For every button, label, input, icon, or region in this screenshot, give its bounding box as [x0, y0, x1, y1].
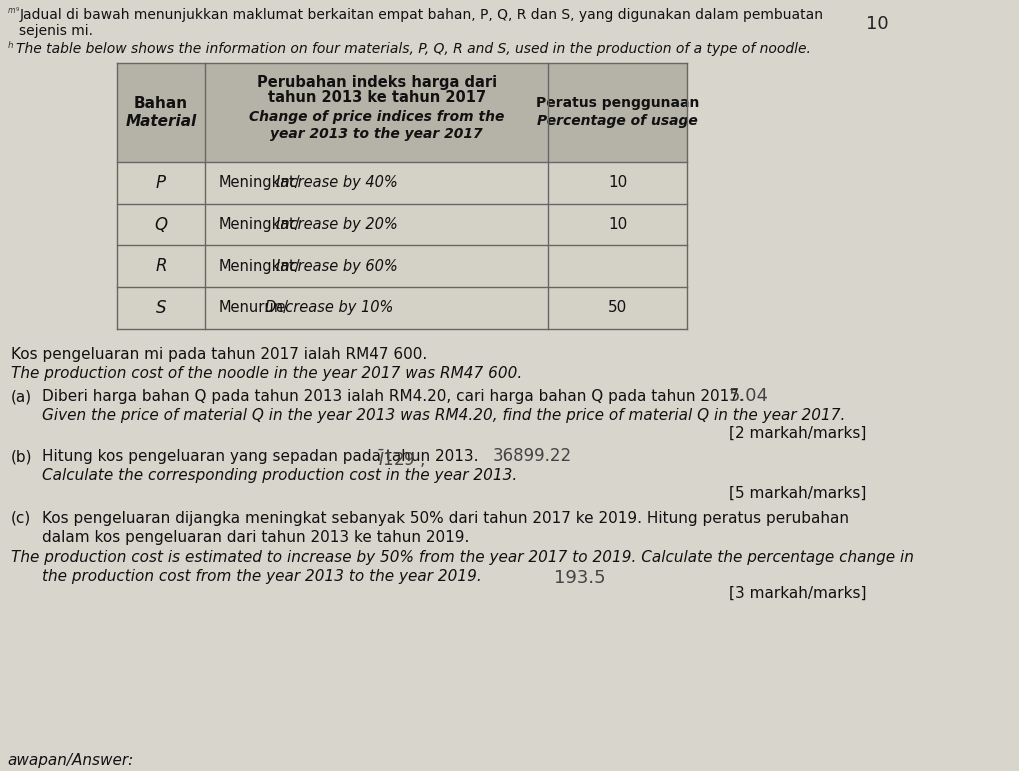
Text: Decrease by 10%: Decrease by 10%	[265, 301, 393, 315]
Bar	[117, 62, 687, 329]
Text: Percentage of usage: Percentage of usage	[537, 114, 698, 128]
Text: dalam kos pengeluaran dari tahun 2013 ke tahun 2019.: dalam kos pengeluaran dari tahun 2013 ke…	[42, 530, 470, 544]
Text: the production cost from the year 2013 to the year 2019.: the production cost from the year 2013 t…	[42, 569, 482, 584]
Text: 10: 10	[866, 15, 889, 33]
Text: Meningkat/: Meningkat/	[218, 175, 300, 190]
Text: 36899.22: 36899.22	[493, 447, 572, 465]
Text: Meningkat/: Meningkat/	[218, 259, 300, 274]
Text: 10: 10	[608, 217, 628, 232]
Text: Kos pengeluaran mi pada tahun 2017 ialah RM47 600.: Kos pengeluaran mi pada tahun 2017 ialah…	[10, 347, 427, 362]
Bar	[117, 245, 687, 287]
Text: Menurun/: Menurun/	[218, 301, 288, 315]
Text: sejenis mi.: sejenis mi.	[19, 24, 94, 38]
Text: Increase by 60%: Increase by 60%	[276, 259, 397, 274]
Text: [2 markah/marks]: [2 markah/marks]	[730, 426, 866, 441]
Text: (b): (b)	[10, 449, 32, 464]
Text: Jadual di bawah menunjukkan maklumat berkaitan empat bahan, P, Q, R dan S, yang : Jadual di bawah menunjukkan maklumat ber…	[19, 8, 823, 22]
Text: Change of price indices from the: Change of price indices from the	[249, 110, 504, 124]
Text: (a): (a)	[10, 389, 32, 405]
Text: [5 markah/marks]: [5 markah/marks]	[730, 486, 866, 501]
Text: Bahan: Bahan	[133, 96, 189, 111]
Text: 5.04: 5.04	[729, 388, 768, 406]
Text: $^h$: $^h$	[7, 42, 14, 55]
Text: 193.5: 193.5	[554, 569, 606, 588]
Text: year 2013 to the year 2017: year 2013 to the year 2017	[270, 127, 483, 141]
Text: Given the price of material Q in the year 2013 was RM4.20, find the price of mat: Given the price of material Q in the yea…	[42, 409, 846, 423]
Text: Q: Q	[155, 216, 167, 234]
Text: Material: Material	[125, 113, 197, 129]
Text: 50: 50	[608, 301, 628, 315]
Text: tahun 2013 ke tahun 2017: tahun 2013 ke tahun 2017	[268, 90, 486, 106]
Text: S: S	[156, 299, 166, 317]
Text: (c): (c)	[10, 510, 31, 526]
Text: Perubahan indeks harga dari: Perubahan indeks harga dari	[257, 75, 496, 89]
Text: Kos pengeluaran dijangka meningkat sebanyak 50% dari tahun 2017 ke 2019. Hitung : Kos pengeluaran dijangka meningkat seban…	[42, 510, 849, 526]
Text: awapan/Answer:: awapan/Answer:	[7, 753, 133, 768]
Bar	[117, 204, 687, 245]
Bar	[117, 62, 687, 162]
Bar	[117, 162, 687, 204]
Text: P: P	[156, 173, 166, 192]
Bar	[117, 287, 687, 329]
Text: 10: 10	[608, 175, 628, 190]
Text: Increase by 40%: Increase by 40%	[276, 175, 397, 190]
Text: The production cost is estimated to increase by 50% from the year 2017 to 2019. : The production cost is estimated to incr…	[10, 550, 913, 565]
Text: Hitung kos pengeluaran yang sepadan pada tahun 2013.: Hitung kos pengeluaran yang sepadan pada…	[42, 449, 479, 464]
Text: [3 markah/marks]: [3 markah/marks]	[730, 586, 866, 601]
Text: R: R	[155, 258, 167, 275]
Text: The table below shows the information on four materials, P, Q, R and S, used in : The table below shows the information on…	[16, 42, 811, 56]
Text: Diberi harga bahan Q pada tahun 2013 ialah RM4.20, cari harga bahan Q pada tahun: Diberi harga bahan Q pada tahun 2013 ial…	[42, 389, 744, 405]
Text: Meningkat/: Meningkat/	[218, 217, 300, 232]
Text: $\bar{I}$129 ,: $\bar{I}$129 ,	[378, 447, 426, 470]
Text: The production cost of the noodle in the year 2017 was RM47 600.: The production cost of the noodle in the…	[10, 365, 522, 381]
Text: Calculate the corresponding production cost in the year 2013.: Calculate the corresponding production c…	[42, 468, 518, 483]
Text: Peratus penggunaan: Peratus penggunaan	[536, 96, 699, 110]
Text: Increase by 20%: Increase by 20%	[276, 217, 397, 232]
Text: $^{m^9}$: $^{m^9}$	[7, 8, 20, 18]
